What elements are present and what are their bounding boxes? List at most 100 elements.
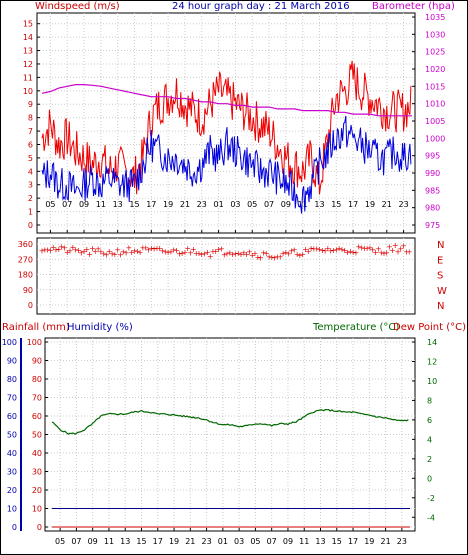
direction-point: + xyxy=(142,243,149,252)
lower-series xyxy=(51,408,410,528)
rain-y-tick-label: 70 xyxy=(32,394,42,403)
direction-point: + xyxy=(288,246,295,255)
direction-point: + xyxy=(50,243,57,252)
direction-point: + xyxy=(89,244,96,253)
direction-point: + xyxy=(218,245,225,254)
humidity-y-tick-label: 0 xyxy=(12,523,17,532)
direction-point: + xyxy=(212,247,219,256)
direction-point: + xyxy=(367,244,374,253)
wind-series xyxy=(41,60,412,214)
direction-point: + xyxy=(58,242,65,251)
direction-point: + xyxy=(179,249,186,258)
direction-y-tick-label: 360 xyxy=(18,240,33,249)
direction-point: + xyxy=(83,245,90,254)
direction-point: + xyxy=(196,249,203,258)
wind-y-tick-label: 6 xyxy=(28,140,33,149)
temperature-y-tick-label: 10 xyxy=(427,377,437,386)
humidity-y-tick-label: 100 xyxy=(2,338,17,347)
direction-point: + xyxy=(75,246,82,255)
barometer-y-tick-label: 1015 xyxy=(425,82,445,91)
lower-x-tick-label: 09 xyxy=(88,537,98,546)
wind-x-tick-label: 07 xyxy=(264,200,274,209)
dewpoint-axis-title: Dew Point (°C) xyxy=(393,322,466,333)
direction-point: + xyxy=(41,245,48,254)
direction-point: + xyxy=(395,247,402,256)
direction-point: + xyxy=(302,245,309,254)
direction-point: + xyxy=(311,245,318,254)
direction-point: + xyxy=(257,254,264,263)
rain-y-tick-label: 30 xyxy=(32,468,42,477)
lower-x-tick-label: 05 xyxy=(250,537,260,546)
wind-panel xyxy=(36,12,416,234)
direction-point: + xyxy=(176,250,183,259)
direction-point: + xyxy=(361,244,368,253)
direction-point: + xyxy=(98,247,105,256)
direction-point: + xyxy=(386,243,393,252)
direction-point: + xyxy=(92,247,99,256)
direction-point: + xyxy=(165,248,172,257)
direction-panel xyxy=(36,237,416,315)
direction-point: + xyxy=(100,250,107,259)
direction-point: + xyxy=(61,243,68,252)
barometer-y-tick-label: 1030 xyxy=(425,30,445,39)
lower-x-tick-label: 13 xyxy=(315,537,325,546)
lower-x-tick-label: 23 xyxy=(201,537,211,546)
wind-y-tick-label: 13 xyxy=(23,47,33,56)
humidity-y-tick-label: 30 xyxy=(7,468,17,477)
lower-x-tick-label: 23 xyxy=(397,537,407,546)
direction-point: + xyxy=(313,244,320,253)
direction-point: + xyxy=(383,249,390,258)
direction-point: + xyxy=(109,250,116,259)
wind-x-tick-label: 07 xyxy=(62,200,72,209)
barometer-y-tick-label: 1005 xyxy=(425,117,445,126)
barometer-y-ticks: 975 980 985 990 995 1000 1005 1010 1015 1020 1025 1… xyxy=(412,13,445,230)
direction-point: + xyxy=(339,245,346,254)
lower-x-tick-label: 21 xyxy=(185,537,195,546)
direction-point: + xyxy=(131,247,138,256)
lower-x-tick-label: 01 xyxy=(218,537,228,546)
direction-point: + xyxy=(140,243,147,252)
temperature-y-tick-label: 6 xyxy=(427,416,432,425)
direction-point: + xyxy=(103,251,110,260)
direction-point: + xyxy=(274,252,281,261)
wind-y-tick-label: 8 xyxy=(28,114,33,123)
direction-compass-label: N xyxy=(437,240,444,251)
rainfall-axis-title: Rainfall (mm) xyxy=(2,322,70,333)
direction-point: + xyxy=(47,246,54,255)
wind-y-tick-label: 14 xyxy=(23,33,33,42)
wind-x-tick-label: 09 xyxy=(79,200,89,209)
lower-x-tick-label: 21 xyxy=(380,537,390,546)
direction-point: + xyxy=(369,245,376,254)
direction-point: + xyxy=(344,248,351,257)
direction-point: + xyxy=(126,244,133,253)
series-wind-gust xyxy=(41,60,412,195)
temperature-y-tick-label: 4 xyxy=(427,435,432,444)
wind-x-tick-label: 05 xyxy=(45,200,55,209)
direction-point: + xyxy=(162,247,169,256)
rain-y-tick-label: 40 xyxy=(32,449,42,458)
direction-point: + xyxy=(182,248,189,257)
direction-point: + xyxy=(184,244,191,253)
rain-y-tick-label: 90 xyxy=(32,357,42,366)
direction-point: + xyxy=(187,248,194,257)
direction-point: + xyxy=(226,248,233,257)
direction-y-tick-label: 0 xyxy=(28,301,33,310)
lower-grid xyxy=(45,338,415,531)
direction-point: + xyxy=(156,244,163,253)
direction-point: + xyxy=(378,248,385,257)
direction-point: + xyxy=(44,246,51,255)
direction-point: + xyxy=(353,249,360,258)
direction-y-ticks: 0 N 90 W 180 S 270 E 360 N xyxy=(18,240,447,312)
direction-point: + xyxy=(221,250,228,259)
wind-y-tick-label: 2 xyxy=(28,194,33,203)
direction-point: + xyxy=(252,249,259,258)
direction-point: + xyxy=(347,247,354,256)
lower-x-tick-label: 19 xyxy=(364,537,374,546)
wind-y-tick-label: 15 xyxy=(23,20,33,29)
temperature-y-tick-label: 2 xyxy=(427,455,432,464)
barometer-y-tick-label: 1010 xyxy=(425,100,445,109)
rain-y-tick-label: 0 xyxy=(37,523,42,532)
humidity-y-tick-label: 90 xyxy=(7,357,17,366)
temperature-y-tick-label: 12 xyxy=(427,357,437,366)
